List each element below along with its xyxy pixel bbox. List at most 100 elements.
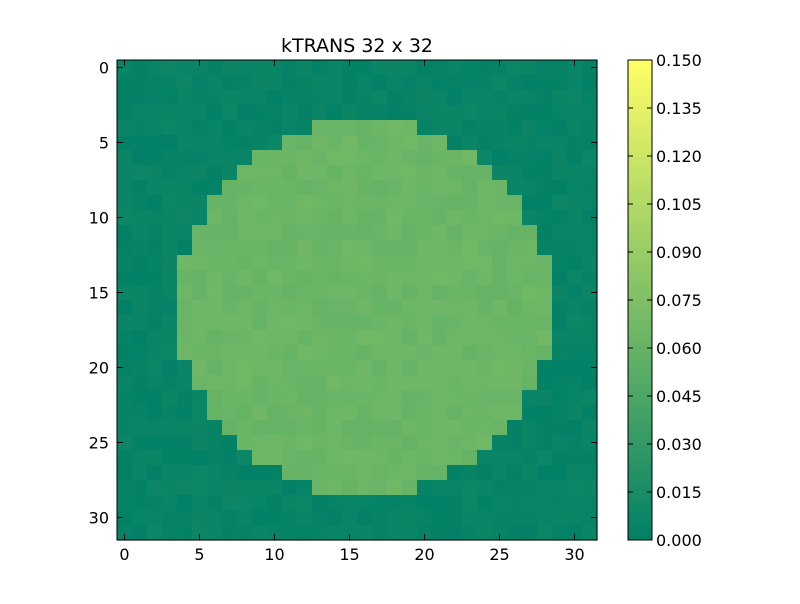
heatmap-cell — [372, 270, 388, 286]
heatmap-cell — [507, 180, 523, 196]
heatmap-cell — [417, 465, 433, 481]
heatmap-cell — [432, 450, 448, 466]
heatmap-cell — [147, 465, 163, 481]
heatmap-cell — [567, 180, 583, 196]
heatmap-cell — [327, 240, 343, 256]
heatmap-cell — [372, 300, 388, 316]
heatmap-cell — [537, 270, 553, 286]
heatmap-cell — [132, 75, 148, 91]
heatmap-cell — [132, 465, 148, 481]
heatmap-cell — [567, 135, 583, 151]
heatmap-cell — [117, 330, 133, 346]
heatmap-cell — [402, 135, 418, 151]
heatmap-cell — [492, 315, 508, 331]
heatmap-cell — [507, 60, 523, 76]
heatmap-cell — [507, 225, 523, 241]
heatmap-cell — [282, 390, 298, 406]
heatmap-cell — [342, 240, 358, 256]
heatmap-cell — [147, 360, 163, 376]
heatmap-cell — [297, 285, 313, 301]
heatmap-cell — [357, 330, 373, 346]
heatmap-cell — [507, 105, 523, 121]
heatmap-cell — [567, 330, 583, 346]
heatmap-cell — [162, 165, 178, 181]
heatmap-cell — [267, 360, 283, 376]
heatmap-cell — [282, 240, 298, 256]
heatmap-cell — [357, 195, 373, 211]
heatmap-cell — [207, 480, 223, 496]
heatmap-cell — [447, 225, 463, 241]
heatmap-cell — [402, 390, 418, 406]
heatmap-cell — [522, 270, 538, 286]
heatmap-cell — [537, 240, 553, 256]
heatmap-cell — [177, 285, 193, 301]
heatmap-cell — [582, 480, 598, 496]
heatmap-cell — [297, 120, 313, 136]
heatmap-cell — [147, 195, 163, 211]
heatmap-cell — [432, 525, 448, 541]
heatmap-cell — [222, 210, 238, 226]
heatmap-cell — [222, 480, 238, 496]
heatmap-cell — [147, 315, 163, 331]
heatmap-cell — [432, 75, 448, 91]
heatmap-cell — [552, 90, 568, 106]
heatmap-cell — [567, 510, 583, 526]
heatmap-cell — [507, 270, 523, 286]
heatmap-cell — [417, 300, 433, 316]
heatmap-cell — [222, 60, 238, 76]
heatmap-cell — [207, 180, 223, 196]
heatmap-cell — [282, 210, 298, 226]
heatmap-cell — [132, 480, 148, 496]
heatmap-cell — [207, 405, 223, 421]
heatmap-cell — [462, 180, 478, 196]
heatmap-cell — [462, 420, 478, 436]
heatmap-cell — [537, 345, 553, 361]
heatmap-cell — [312, 120, 328, 136]
heatmap-cell — [147, 225, 163, 241]
heatmap-cell — [582, 135, 598, 151]
heatmap-cell — [222, 405, 238, 421]
heatmap-cell — [192, 300, 208, 316]
heatmap-cell — [132, 285, 148, 301]
heatmap-cell — [312, 225, 328, 241]
heatmap-cell — [477, 435, 493, 451]
heatmap-cell — [537, 375, 553, 391]
heatmap-cell — [372, 255, 388, 271]
heatmap-cell — [282, 270, 298, 286]
heatmap-cell — [237, 255, 253, 271]
heatmap-cell — [492, 120, 508, 136]
heatmap-cell — [342, 270, 358, 286]
heatmap-cell — [207, 210, 223, 226]
heatmap-cell — [537, 480, 553, 496]
heatmap-cell — [147, 60, 163, 76]
heatmap-cell — [537, 390, 553, 406]
heatmap-cell — [372, 180, 388, 196]
heatmap-cell — [192, 195, 208, 211]
heatmap-cell — [222, 225, 238, 241]
heatmap-cell — [477, 495, 493, 511]
heatmap-cell — [387, 465, 403, 481]
heatmap-cell — [282, 375, 298, 391]
heatmap-cell — [237, 225, 253, 241]
heatmap-cell — [327, 60, 343, 76]
heatmap-cell — [222, 195, 238, 211]
heatmap-cell — [192, 180, 208, 196]
heatmap-cell — [342, 435, 358, 451]
heatmap-cell — [507, 285, 523, 301]
heatmap-cell — [387, 420, 403, 436]
heatmap-cell — [387, 450, 403, 466]
heatmap-cell — [162, 240, 178, 256]
heatmap-cell — [177, 240, 193, 256]
heatmap-cell — [237, 285, 253, 301]
heatmap-cell — [402, 120, 418, 136]
heatmap-cell — [297, 135, 313, 151]
heatmap-cell — [342, 195, 358, 211]
heatmap-cell — [402, 420, 418, 436]
heatmap-cell — [387, 135, 403, 151]
heatmap-cell — [357, 360, 373, 376]
heatmap-cell — [327, 360, 343, 376]
heatmap-cell — [147, 420, 163, 436]
heatmap-cell — [432, 435, 448, 451]
heatmap-cell — [222, 150, 238, 166]
heatmap-cell — [132, 315, 148, 331]
